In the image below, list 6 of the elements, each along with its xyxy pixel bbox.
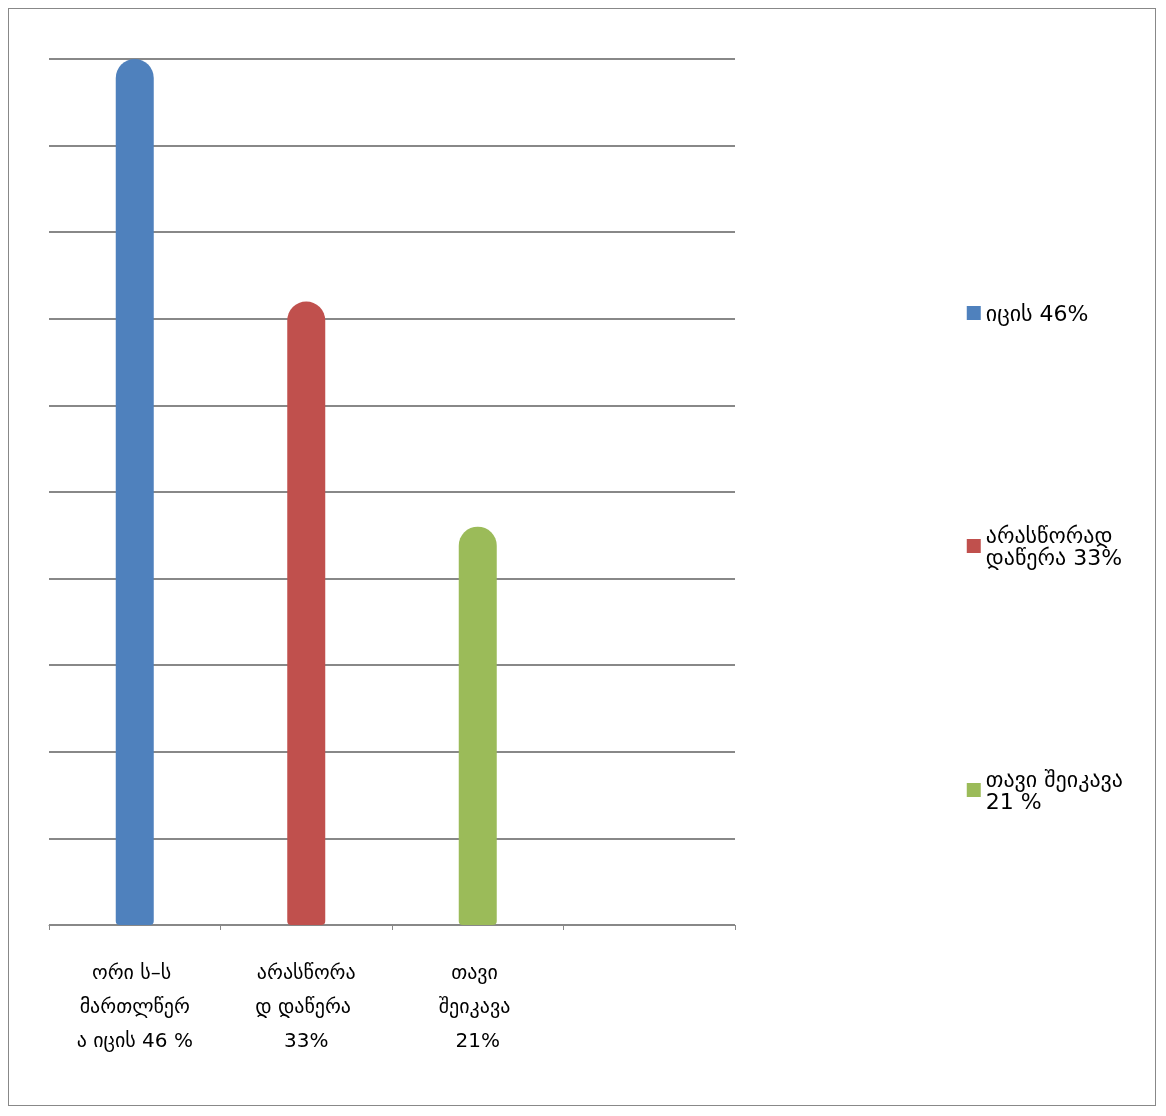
legend-label: არასწორად დაწერა 33% — [985, 522, 1123, 570]
x-tick-label: თავი შეიკავა 21% — [438, 960, 517, 1052]
legend-label: თავი შეიკავა 21 % — [985, 766, 1131, 814]
legend-label: იცის 46% — [985, 300, 1089, 326]
x-tick-label: არასწორად დაწერა 33% — [255, 960, 358, 1052]
x-tick-label: ორი ს–ს მართლწერა იცის 46 % — [76, 960, 193, 1052]
